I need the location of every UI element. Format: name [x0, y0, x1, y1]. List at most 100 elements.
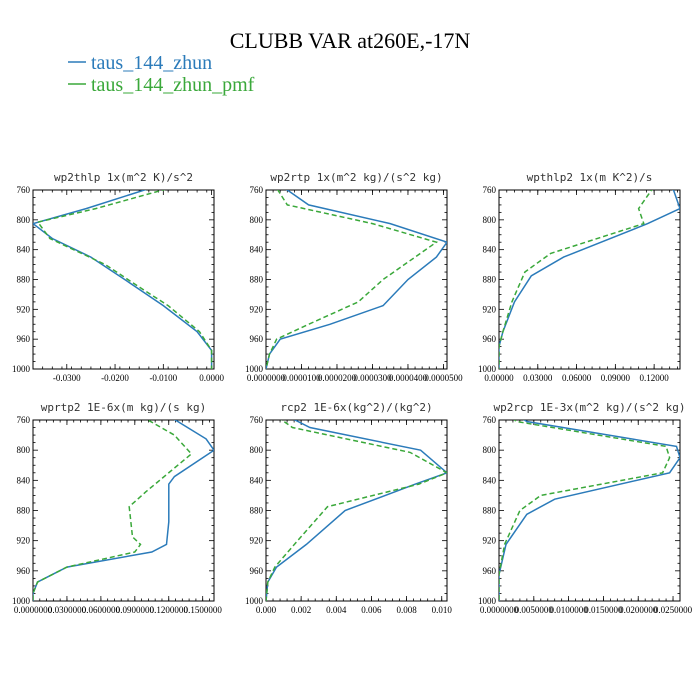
plot-frame — [498, 419, 681, 602]
y-tick-label: 1000 — [12, 596, 31, 606]
x-tick-label: 0.0900000 — [116, 605, 155, 615]
x-tick-label: -0.0300 — [53, 373, 81, 383]
series-group — [33, 420, 214, 601]
y-tick-label: 1000 — [478, 364, 497, 374]
y-tick-label: 840 — [250, 475, 264, 485]
series-group — [33, 190, 213, 369]
y-tick-label: 840 — [483, 245, 497, 255]
panel-title: rcp2 1E-6x(kg^2)/(kg^2) — [280, 401, 432, 414]
panel-wpthlp2: wpthlp2 1x(m K^2)/s 760 800 840 880 920 960 100… — [478, 171, 681, 383]
y-tick-label: 800 — [483, 445, 497, 455]
y-tick-label: 800 — [17, 215, 31, 225]
panel-wp2rtp: wp2rtp 1x(m^2 kg)/(s^2 kg) 760 800 840 880 92… — [245, 171, 463, 383]
series-line-1 — [266, 190, 439, 369]
x-tick-label: 0.008 — [396, 605, 417, 615]
panel-rcp2: rcp2 1E-6x(kg^2)/(kg^2) 760 800 840 880 920 96… — [245, 401, 452, 615]
x-tick-label: 0.0000500 — [424, 373, 463, 383]
plot-frame — [265, 419, 448, 602]
x-tick-label: 0.002 — [291, 605, 311, 615]
x-tick-label: 0.12000 — [640, 373, 670, 383]
x-tick-label: 0.006 — [361, 605, 382, 615]
x-tick-label: 0.0200000 — [619, 605, 658, 615]
series-line-1 — [499, 190, 653, 369]
y-tick-label: 800 — [483, 215, 497, 225]
x-tick-label: 0.0000000 — [480, 605, 519, 615]
y-tick-label: 800 — [250, 445, 264, 455]
y-tick-label: 960 — [17, 334, 31, 344]
legend-label-0: taus_144_zhun — [91, 52, 212, 74]
x-tick-label: 0.0000000 — [14, 605, 53, 615]
x-tick-label: 0.00000 — [484, 373, 514, 383]
plot-frame — [265, 189, 448, 370]
x-tick-label: 0.0250000 — [654, 605, 693, 615]
plot-frame — [498, 189, 681, 370]
series-group — [499, 190, 680, 369]
series-group — [266, 190, 447, 369]
panels: wp2thlp 1x(m^2 K)/s^2 760 800 840 880 920 960 1… — [12, 171, 693, 615]
series-line-1 — [36, 190, 213, 369]
series-line-0 — [266, 190, 447, 369]
legend-label-1: taus_144_zhun_pmf — [91, 74, 255, 96]
y-tick-label: 880 — [17, 275, 31, 285]
x-tick-label: 0.0050000 — [515, 605, 554, 615]
series-line-1 — [33, 420, 193, 601]
panel-title: wpthlp2 1x(m K^2)/s — [527, 171, 653, 184]
y-tick-label: 920 — [17, 304, 31, 314]
y-tick-label: 800 — [17, 445, 31, 455]
y-tick-label: 920 — [17, 536, 31, 546]
y-tick-label: 1000 — [245, 596, 264, 606]
y-tick-label: 880 — [483, 506, 497, 516]
series-line-0 — [33, 420, 214, 601]
y-tick-label: 920 — [483, 304, 497, 314]
panel-title: wprtp2 1E-6x(m kg)/(s kg) — [41, 401, 207, 414]
x-tick-label: 0.0000 — [199, 373, 224, 383]
series-line-0 — [499, 190, 680, 369]
y-tick-label: 760 — [483, 185, 497, 195]
y-tick-label: 880 — [483, 275, 497, 285]
x-tick-label: -0.0200 — [101, 373, 129, 383]
panel-wp2rcp: wp2rcp 1E-3x(m^2 kg)/(s^2 kg)760 800 840 88… — [478, 401, 693, 615]
y-tick-label: 760 — [483, 415, 497, 425]
panel-title: wp2thlp 1x(m^2 K)/s^2 — [54, 171, 193, 184]
y-tick-label: 840 — [17, 475, 31, 485]
x-tick-label: 0.0000200 — [318, 373, 357, 383]
y-tick-label: 880 — [250, 275, 264, 285]
y-tick-label: 960 — [250, 334, 264, 344]
y-tick-label: 960 — [17, 566, 31, 576]
series-line-0 — [266, 420, 447, 601]
x-tick-label: 0.0000400 — [389, 373, 428, 383]
y-tick-label: 840 — [17, 245, 31, 255]
x-tick-label: 0.004 — [326, 605, 347, 615]
y-tick-label: 960 — [250, 566, 264, 576]
y-tick-label: 880 — [250, 506, 264, 516]
series-group — [499, 420, 680, 601]
x-tick-label: 0.06000 — [562, 373, 592, 383]
x-tick-label: 0.010 — [432, 605, 453, 615]
y-tick-label: 760 — [17, 185, 31, 195]
figure-title: CLUBB VAR at260E,-17N — [230, 28, 471, 53]
x-tick-label: -0.0100 — [149, 373, 177, 383]
x-tick-label: 0.000 — [256, 605, 277, 615]
x-tick-label: 0.0100000 — [549, 605, 588, 615]
y-tick-label: 840 — [250, 245, 264, 255]
x-tick-label: 0.0000100 — [282, 373, 321, 383]
y-tick-label: 760 — [250, 185, 264, 195]
y-tick-label: 840 — [483, 475, 497, 485]
panel-wprtp2: wprtp2 1E-6x(m kg)/(s kg) 760 800 840 880 920… — [12, 401, 222, 615]
x-tick-label: 0.0000000 — [247, 373, 286, 383]
series-group — [266, 420, 447, 601]
y-tick-label: 760 — [17, 415, 31, 425]
x-tick-label: 0.09000 — [601, 373, 631, 383]
y-tick-label: 960 — [483, 566, 497, 576]
series-line-1 — [266, 420, 447, 601]
y-tick-label: 1000 — [245, 364, 264, 374]
y-tick-label: 800 — [250, 215, 264, 225]
x-tick-label: 0.0300000 — [48, 605, 87, 615]
y-tick-label: 760 — [250, 415, 264, 425]
x-tick-label: 0.03000 — [523, 373, 553, 383]
y-tick-label: 960 — [483, 334, 497, 344]
panel-title: wp2rcp 1E-3x(m^2 kg)/(s^2 kg) — [493, 401, 685, 414]
x-tick-label: 0.1500000 — [184, 605, 223, 615]
y-tick-label: 1000 — [478, 596, 497, 606]
